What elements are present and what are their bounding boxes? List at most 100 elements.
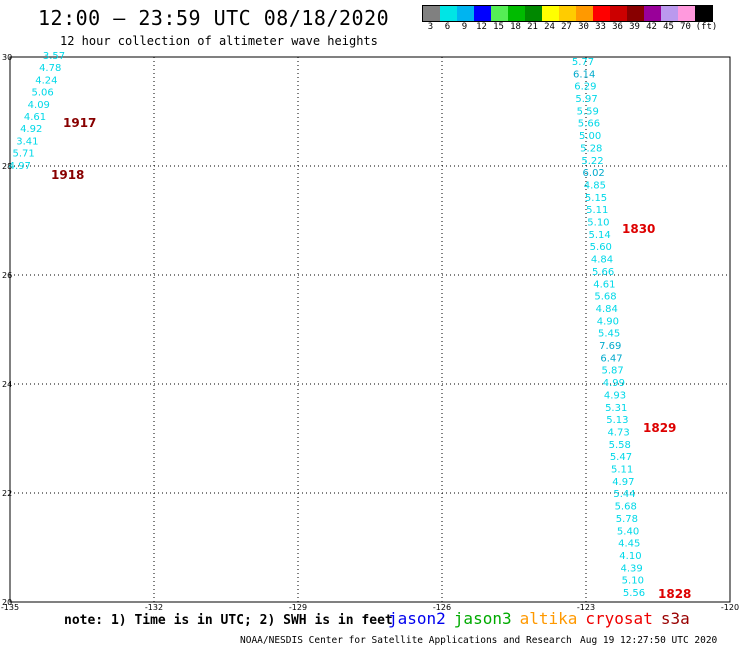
map-subtitle: 12 hour collection of altimeter wave hei… (60, 34, 378, 48)
color-swatch (525, 6, 542, 21)
wave-height-value: 4.39 (620, 563, 642, 574)
color-scale-label: 24 (544, 22, 555, 32)
color-swatch (661, 6, 678, 21)
wave-height-value: 5.66 (578, 119, 600, 130)
wave-height-value: 4.24 (35, 75, 57, 86)
wave-height-value: 4.45 (618, 539, 640, 550)
satellite-legend-item: s3a (660, 609, 690, 628)
color-scale-label: 42 (646, 22, 657, 32)
wave-height-value: 4.10 (619, 551, 641, 562)
longitude-label: -120 (721, 603, 739, 612)
wave-height-value: 6.02 (583, 168, 605, 179)
color-scale-label: 39 (629, 22, 640, 32)
time-label: 1917 (63, 116, 96, 130)
wave-height-value: 5.68 (615, 502, 637, 513)
wave-height-value: 4.99 (603, 378, 625, 389)
wave-height-value: 4.92 (20, 124, 42, 135)
time-labels: 1917 1918 1830 1829 1828 (51, 116, 691, 601)
wave-height-value: 4.09 (28, 100, 50, 111)
wave-height-value: 5.22 (581, 156, 603, 167)
longitude-label: -129 (289, 603, 307, 612)
wave-height-value: 4.97 (612, 477, 634, 488)
latitude-label: 22 (2, 489, 12, 498)
wave-height-value: 5.56 (623, 588, 645, 599)
wave-height-value: 5.10 (587, 218, 609, 229)
wave-height-value: 5.78 (616, 514, 638, 525)
color-scale-label: 70 (680, 22, 691, 32)
wave-height-value: 4.78 (39, 63, 61, 74)
wave-height-value: 5.66 (592, 267, 614, 278)
color-scale-label: (ft) (695, 22, 718, 32)
wave-height-value: 5.77 (572, 57, 594, 68)
color-swatch (678, 6, 695, 21)
wave-height-value: 5.13 (606, 415, 628, 426)
wave-height-value: 5.68 (594, 292, 616, 303)
latitude-label: 20 (2, 598, 12, 607)
color-scale-label: 15 (493, 22, 504, 32)
color-swatch (440, 6, 457, 21)
axis-labels: 30 28 26 24 22 20-135 -132 -129 -126 -123 -120 (1, 53, 739, 612)
color-swatch (627, 6, 644, 21)
wave-height-value: 5.97 (575, 94, 597, 105)
wave-height-value: 5.06 (31, 88, 53, 99)
credit-line: NOAA/NESDIS Center for Satellite Applica… (240, 635, 572, 646)
color-swatch (474, 6, 491, 21)
satellite-legend-item: jason2 (388, 609, 446, 628)
wave-height-color-scale (422, 5, 713, 22)
footer-note: note: 1) Time is in UTC; 2) SWH is in fe… (64, 613, 393, 628)
wave-height-value: 4.61 (593, 279, 615, 290)
color-scale-label: 12 (476, 22, 487, 32)
time-label: 1918 (51, 168, 84, 182)
longitude-label: -123 (577, 603, 595, 612)
wave-height-value: 5.87 (602, 366, 624, 377)
wave-height-value: 6.47 (600, 353, 622, 364)
wave-height-value: 5.59 (577, 106, 599, 117)
color-scale-label: 36 (612, 22, 623, 32)
wave-height-value: 5.31 (605, 403, 627, 414)
color-swatch (491, 6, 508, 21)
wave-height-value: 6.14 (573, 69, 595, 80)
wave-height-value: 3.57 (43, 51, 65, 62)
east-track: 5.776.146.295.975.595.665.005.285.226.02… (572, 57, 645, 599)
color-swatch (508, 6, 525, 21)
wave-height-value: 4.97 (9, 161, 31, 172)
wave-height-value: 4.73 (607, 427, 629, 438)
wave-height-value: 7.69 (599, 341, 621, 352)
latitude-label: 28 (2, 162, 12, 171)
wave-height-value: 5.60 (590, 242, 612, 253)
wave-height-value: 4.93 (604, 390, 626, 401)
color-swatch (542, 6, 559, 21)
wave-height-value: 5.71 (12, 149, 34, 160)
color-scale-label: 3 (427, 22, 434, 32)
wave-height-value: 5.40 (617, 526, 639, 537)
satellite-legend: jason2 jason3 altika cryosat s3a (388, 609, 698, 628)
longitude-label: -135 (1, 603, 19, 612)
map-title: 12:00 – 23:59 UTC 08/18/2020 (38, 6, 390, 30)
satellite-legend-item: cryosat (585, 609, 653, 628)
satellite-legend-item: altika (519, 609, 578, 628)
color-scale-label: 33 (595, 22, 606, 32)
color-swatch (576, 6, 593, 21)
longitude-label: -126 (433, 603, 451, 612)
wave-height-value: 5.15 (585, 193, 607, 204)
color-scale-label: 45 (663, 22, 674, 32)
wave-height-value: 5.00 (579, 131, 601, 142)
grid-lines (10, 57, 730, 602)
wave-height-value: 4.90 (597, 316, 619, 327)
wave-height-value: 5.44 (613, 489, 635, 500)
color-scale-label: 27 (561, 22, 572, 32)
latitude-label: 24 (2, 380, 12, 389)
map-frame (9, 56, 731, 603)
wave-height-value: 5.11 (586, 205, 608, 216)
wave-height-value: 4.85 (584, 180, 606, 191)
wave-height-value: 5.47 (610, 452, 632, 463)
color-scale-label: 18 (510, 22, 521, 32)
time-label: 1828 (658, 587, 691, 601)
wave-height-value: 5.14 (588, 230, 610, 241)
color-swatch (457, 6, 474, 21)
color-swatch (610, 6, 627, 21)
latitude-label: 26 (2, 271, 12, 280)
west-track: 3.574.784.24 5.064.094.614.923.41 5.714.97 (9, 51, 65, 172)
color-scale-label: 6 (444, 22, 451, 32)
